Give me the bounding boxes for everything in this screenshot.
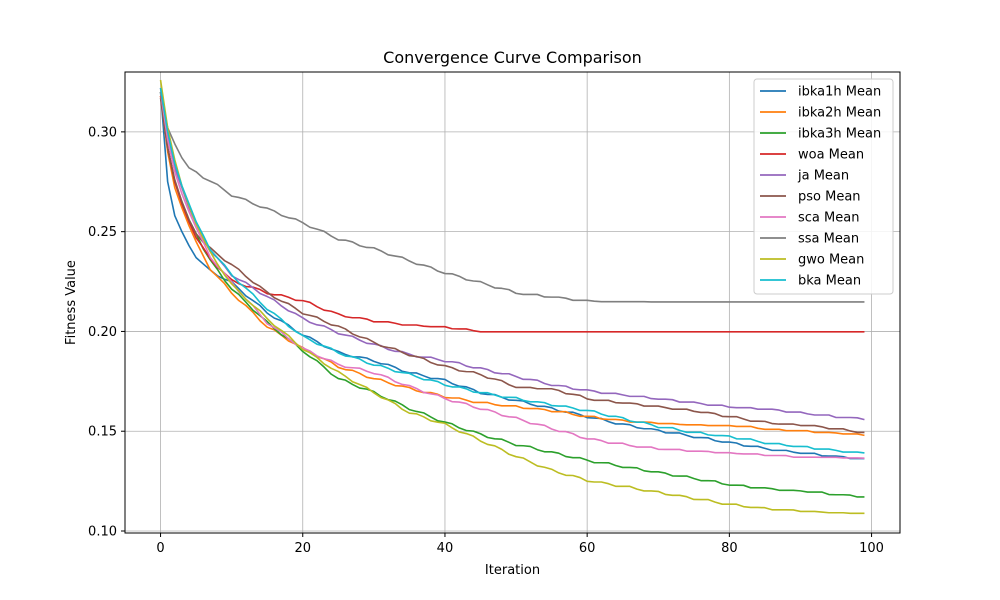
- y-axis-title: Fitness Value: [64, 260, 79, 345]
- legend-label: ibka2h Mean: [798, 106, 881, 121]
- legend-label: pso Mean: [798, 190, 861, 205]
- y-tick-label: 0.30: [88, 125, 117, 140]
- series-line-pso: [159, 97, 865, 434]
- series-line-sca: [159, 91, 865, 460]
- legend-label: ja Mean: [797, 169, 849, 184]
- series-line-woa: [159, 95, 865, 333]
- series-layer: [159, 79, 865, 515]
- x-tick-label: 80: [721, 541, 738, 556]
- y-tick-label: 0.10: [88, 525, 117, 540]
- series-line-ssa: [159, 91, 865, 303]
- legend-label: woa Mean: [798, 148, 864, 163]
- legend-label: ssa Mean: [798, 232, 859, 247]
- plot-frame: [124, 71, 901, 534]
- legend-label: bka Mean: [798, 274, 861, 289]
- x-axis-ticks: 0 20 40 60 80 100: [156, 533, 884, 556]
- series-line-ibka3h: [159, 91, 865, 498]
- legend-label: ibka3h Mean: [798, 127, 881, 142]
- y-tick-label: 0.15: [88, 425, 117, 440]
- y-tick-label: 0.25: [88, 225, 117, 240]
- x-tick-label: 0: [156, 541, 164, 556]
- legend-box: [753, 78, 894, 295]
- series-line-ibka1h: [159, 91, 865, 460]
- y-tick-label: 0.20: [88, 325, 117, 340]
- series-line-bka: [159, 87, 865, 454]
- legend-label: sca Mean: [798, 211, 859, 226]
- x-axis-title: Iteration: [485, 563, 540, 578]
- x-tick-label: 20: [294, 541, 311, 556]
- chart-title: Convergence Curve Comparison: [383, 48, 642, 67]
- x-tick-label: 60: [579, 541, 596, 556]
- legend: ibka1h Mean ibka2h Mean ibka3h Mean woa Mea…: [753, 78, 894, 295]
- x-tick-label: 40: [437, 541, 454, 556]
- y-axis-ticks: 0.10 0.15 0.20 0.25 0.30: [88, 125, 125, 540]
- series-line-ja: [159, 87, 865, 421]
- x-tick-label: 100: [859, 541, 884, 556]
- series-line-gwo: [159, 79, 865, 515]
- legend-label: gwo Mean: [798, 253, 864, 268]
- legend-label: ibka1h Mean: [798, 85, 881, 100]
